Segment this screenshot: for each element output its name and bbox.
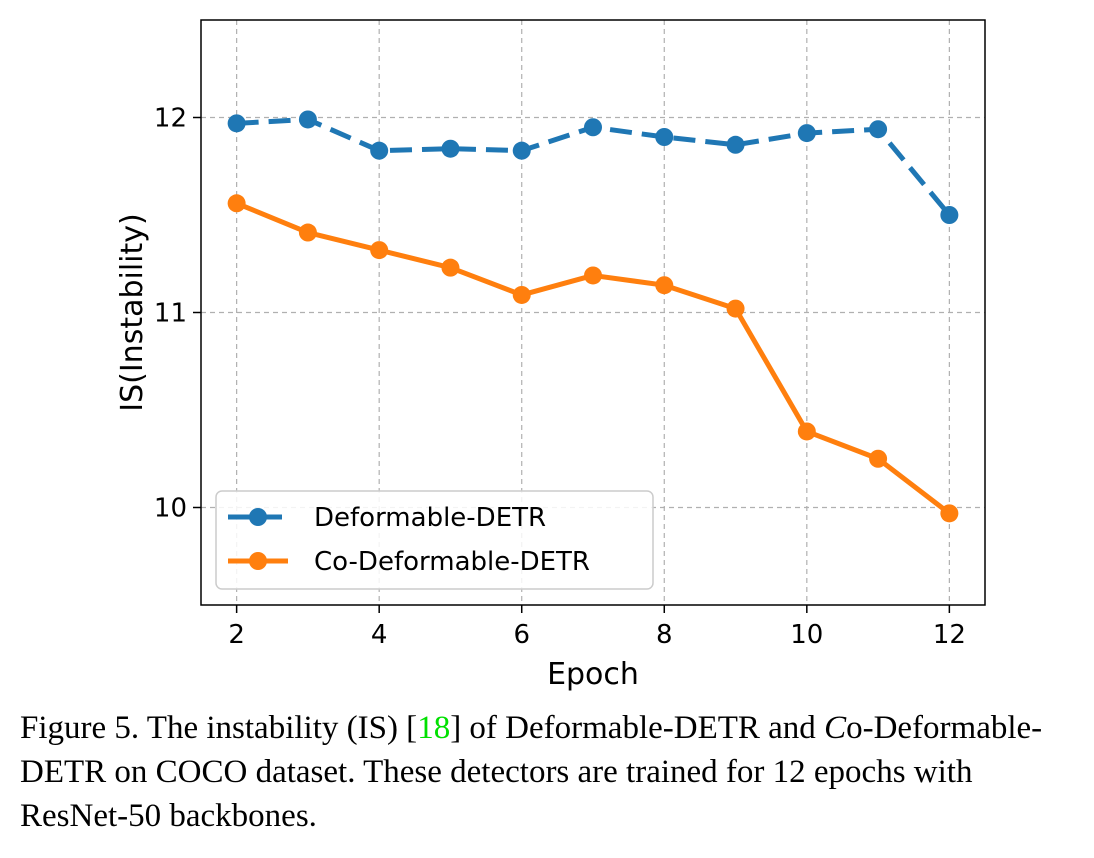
data-point xyxy=(655,128,674,146)
x-tick-label: 6 xyxy=(513,620,530,650)
figure-caption: Figure 5. The instability (IS) [18] of D… xyxy=(20,706,1084,838)
chart: 2 4 6 8 10 12 10 11 12 Epoch IS(Instability) Def… xyxy=(115,19,986,692)
x-tick-label: 8 xyxy=(656,620,673,650)
data-point xyxy=(441,258,460,277)
data-point xyxy=(940,206,959,224)
series-co-deformable-detr xyxy=(227,194,959,523)
data-point xyxy=(869,120,888,139)
legend-marker xyxy=(249,508,267,526)
y-tick-label: 11 xyxy=(154,299,187,329)
data-point xyxy=(797,422,816,441)
data-point xyxy=(726,135,745,154)
x-tick-label: 4 xyxy=(371,620,388,650)
ticks: 2 4 6 8 10 12 10 11 12 xyxy=(154,104,966,651)
x-axis-label: Epoch xyxy=(547,657,639,692)
legend: Deformable-DETR Co-Deformable-DETR xyxy=(215,490,654,590)
data-point xyxy=(512,141,531,160)
data-point xyxy=(797,124,816,143)
data-point xyxy=(370,141,389,160)
legend-label: Deformable-DETR xyxy=(314,503,546,533)
legend-marker xyxy=(249,552,267,570)
data-point xyxy=(655,276,674,295)
data-point xyxy=(869,449,888,468)
caption-citation-link[interactable]: 18 xyxy=(417,710,451,746)
caption-suffix: o-Deformable-DETR on COCO dataset. These… xyxy=(20,710,1043,834)
x-tick-label: 2 xyxy=(228,620,245,650)
legend-box xyxy=(215,490,654,590)
caption-mid: ] of Deformable-DETR and xyxy=(450,710,825,746)
data-point xyxy=(298,223,317,242)
y-tick-label: 10 xyxy=(154,494,187,524)
series-layer xyxy=(227,110,959,523)
series-line xyxy=(235,200,951,516)
data-point xyxy=(584,118,602,137)
caption-co-letter: C xyxy=(824,710,847,746)
data-point xyxy=(512,285,531,304)
data-point xyxy=(370,241,389,260)
legend-label: Co-Deformable-DETR xyxy=(314,547,590,577)
data-point xyxy=(940,504,959,523)
data-point xyxy=(441,139,460,158)
x-tick-label: 10 xyxy=(790,620,823,650)
data-point xyxy=(298,110,317,129)
y-tick-label: 12 xyxy=(154,104,187,134)
y-axis-label: IS(Instability) xyxy=(115,213,150,412)
data-point xyxy=(227,194,246,213)
data-point xyxy=(227,114,246,133)
series-deformable-detr xyxy=(227,110,959,224)
caption-prefix: Figure 5. The instability (IS) [ xyxy=(20,710,418,746)
x-tick-label: 12 xyxy=(933,620,966,650)
data-point xyxy=(584,266,602,285)
data-point xyxy=(726,299,745,318)
